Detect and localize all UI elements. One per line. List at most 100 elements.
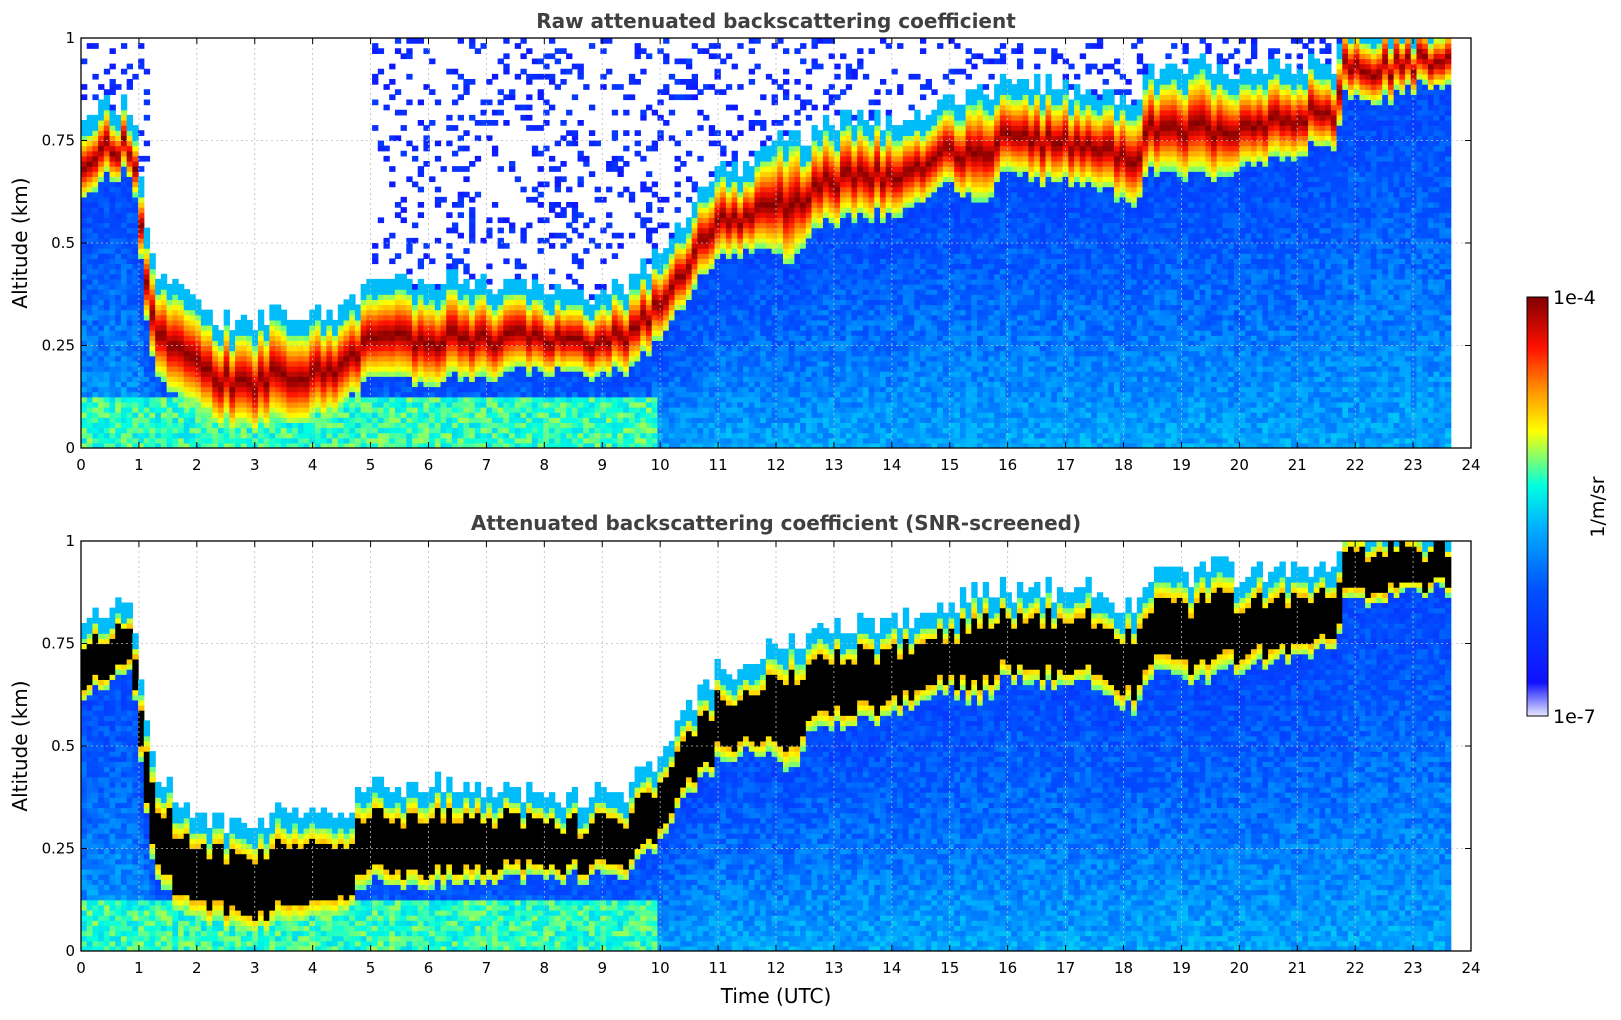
heatmap-cell: [640, 289, 647, 295]
heatmap-cell: [588, 325, 596, 331]
heatmap-cell: [474, 345, 482, 352]
heatmap-cell: [92, 314, 99, 321]
heatmap-cell: [126, 150, 133, 157]
heatmap-cell: [229, 366, 236, 372]
heatmap-cell: [103, 309, 111, 316]
heatmap-cell: [98, 248, 105, 254]
heatmap-cell: [594, 309, 601, 316]
heatmap-cell: [497, 417, 504, 423]
heatmap-cell: [349, 417, 356, 423]
heatmap-cell: [594, 366, 601, 372]
heatmap-cell: [463, 422, 470, 429]
heatmap-cell: [320, 325, 328, 331]
heatmap-cell: [497, 325, 504, 331]
heatmap-cell: [360, 289, 367, 295]
heatmap-cell: [714, 304, 721, 311]
heatmap-cell: [697, 366, 704, 372]
heatmap-cell: [400, 381, 407, 388]
heatmap-cell: [200, 330, 208, 336]
heatmap-cell: [360, 366, 367, 372]
heatmap-cell: [217, 371, 225, 377]
heatmap-cell: [280, 309, 288, 316]
heatmap-cell: [526, 391, 533, 398]
heatmap-cell: [611, 161, 619, 167]
heatmap-cell: [360, 335, 367, 341]
heatmap-cell: [520, 263, 527, 270]
heatmap-cell: [720, 166, 727, 172]
heatmap-cell: [149, 391, 156, 398]
heatmap-cell: [143, 412, 151, 418]
heatmap-cell: [497, 381, 504, 388]
heatmap-cell: [725, 258, 733, 265]
heatmap-cell: [480, 417, 487, 423]
heatmap-cell: [434, 309, 442, 316]
heatmap-cell: [651, 360, 659, 367]
heatmap-cell: [451, 278, 459, 285]
heatmap-cell: [451, 407, 459, 413]
heatmap-cell: [297, 371, 305, 377]
heatmap-cell: [634, 355, 641, 362]
heatmap-cell: [731, 217, 738, 224]
heatmap-cell: [526, 422, 533, 429]
heatmap-cell: [720, 330, 727, 336]
heatmap-cell: [571, 63, 579, 70]
heatmap-cell: [486, 366, 493, 372]
heatmap-cell: [509, 345, 516, 352]
heatmap-cell: [349, 325, 356, 331]
heatmap-cell: [354, 412, 362, 418]
heatmap-cell: [748, 202, 756, 208]
heatmap-cell: [640, 284, 647, 290]
heatmap-cell: [457, 191, 464, 198]
heatmap-cell: [446, 432, 453, 439]
heatmap-cell: [115, 437, 122, 444]
heatmap-cell: [714, 294, 721, 300]
heatmap-cell: [132, 191, 139, 198]
heatmap-cell: [663, 432, 670, 439]
heatmap-cell: [275, 314, 282, 321]
heatmap-cell: [480, 330, 487, 336]
heatmap-cell: [743, 268, 750, 275]
heatmap-cell: [463, 407, 470, 413]
heatmap-cell: [509, 360, 516, 367]
heatmap-cell: [731, 417, 738, 423]
heatmap-cell: [166, 355, 173, 362]
heatmap-cell: [115, 427, 122, 434]
heatmap-cell: [708, 268, 716, 275]
heatmap-cell: [166, 360, 173, 367]
heatmap-cell: [743, 181, 750, 188]
heatmap-cell: [537, 376, 544, 382]
heatmap-cell: [109, 171, 116, 177]
heatmap-cell: [366, 360, 373, 367]
heatmap-cell: [731, 284, 738, 290]
heatmap-cell: [520, 417, 527, 423]
heatmap-cell: [263, 366, 270, 372]
heatmap-cell: [463, 437, 470, 444]
heatmap-cell: [315, 401, 322, 408]
heatmap-cell: [731, 325, 738, 331]
heatmap-cell: [406, 278, 413, 285]
heatmap-cell: [286, 376, 293, 382]
heatmap-cell: [206, 350, 213, 357]
heatmap-cell: [548, 432, 556, 439]
heatmap-cell: [509, 386, 516, 393]
heatmap-cell: [115, 120, 122, 126]
heatmap-cell: [406, 243, 413, 249]
heatmap-cell: [297, 401, 305, 408]
heatmap-cell: [514, 319, 522, 326]
heatmap-cell: [81, 294, 88, 300]
heatmap-cell: [120, 417, 128, 423]
heatmap-cell: [520, 278, 527, 285]
heatmap-cell: [429, 401, 436, 408]
heatmap-cell: [172, 371, 179, 377]
heatmap-cell: [423, 417, 430, 423]
heatmap-cell: [583, 366, 590, 372]
heatmap-cell: [737, 376, 744, 382]
heatmap-cell: [417, 120, 425, 126]
heatmap-cell: [611, 166, 619, 172]
heatmap-cell: [183, 325, 191, 331]
heatmap-cell: [623, 335, 630, 341]
heatmap-cell: [200, 381, 208, 388]
heatmap-cell: [406, 299, 413, 306]
heatmap-cell: [514, 304, 522, 311]
heatmap-cell: [737, 391, 744, 398]
